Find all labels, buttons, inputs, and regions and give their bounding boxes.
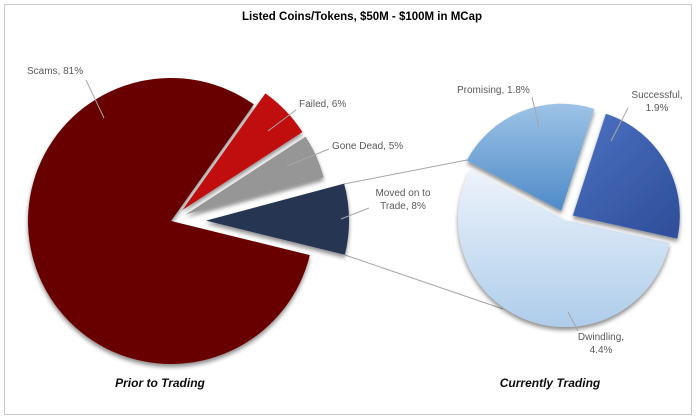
leader-line-scams — [85, 79, 105, 119]
caption-currently-trading: Currently Trading — [499, 376, 601, 390]
leader-line-gone-dead — [286, 148, 330, 167]
leader-line-failed — [267, 109, 297, 132]
pie-slice-gone-dead — [185, 136, 324, 215]
label-successful: Successful, 1.9% — [631, 90, 683, 114]
label-scams: Scams, 81% — [27, 66, 84, 77]
pie-slice-moved-on-to-trade — [205, 183, 349, 255]
label-promising: Promising, 1.8% — [457, 85, 530, 96]
leader-line-successful — [610, 107, 629, 142]
series-line-0 — [343, 159, 468, 185]
label-gone-dead: Gone Dead, 5% — [332, 141, 404, 152]
pie-slice-promising — [466, 103, 595, 211]
label-failed: Failed, 6% — [299, 99, 347, 110]
leader-line-moved-on-to-trade — [340, 207, 370, 220]
pie-slice-dwindling — [458, 169, 670, 327]
leader-line-dwindling — [567, 311, 579, 332]
pie-slice-failed — [182, 93, 303, 210]
chart-title: Listed Coins/Tokens, $50M - $100M in MCa… — [241, 11, 483, 23]
caption-prior-to-trading: Prior to Trading — [115, 376, 205, 390]
pie-slice-scams — [27, 77, 310, 364]
leader-line-promising — [531, 96, 540, 128]
pie-slice-successful — [572, 113, 680, 239]
label-dwindling: Dwindling, 4.4% — [577, 332, 625, 356]
label-moved-on-to-trade: Moved on to Trade, 8% — [375, 188, 431, 212]
series-line-1 — [344, 254, 504, 310]
